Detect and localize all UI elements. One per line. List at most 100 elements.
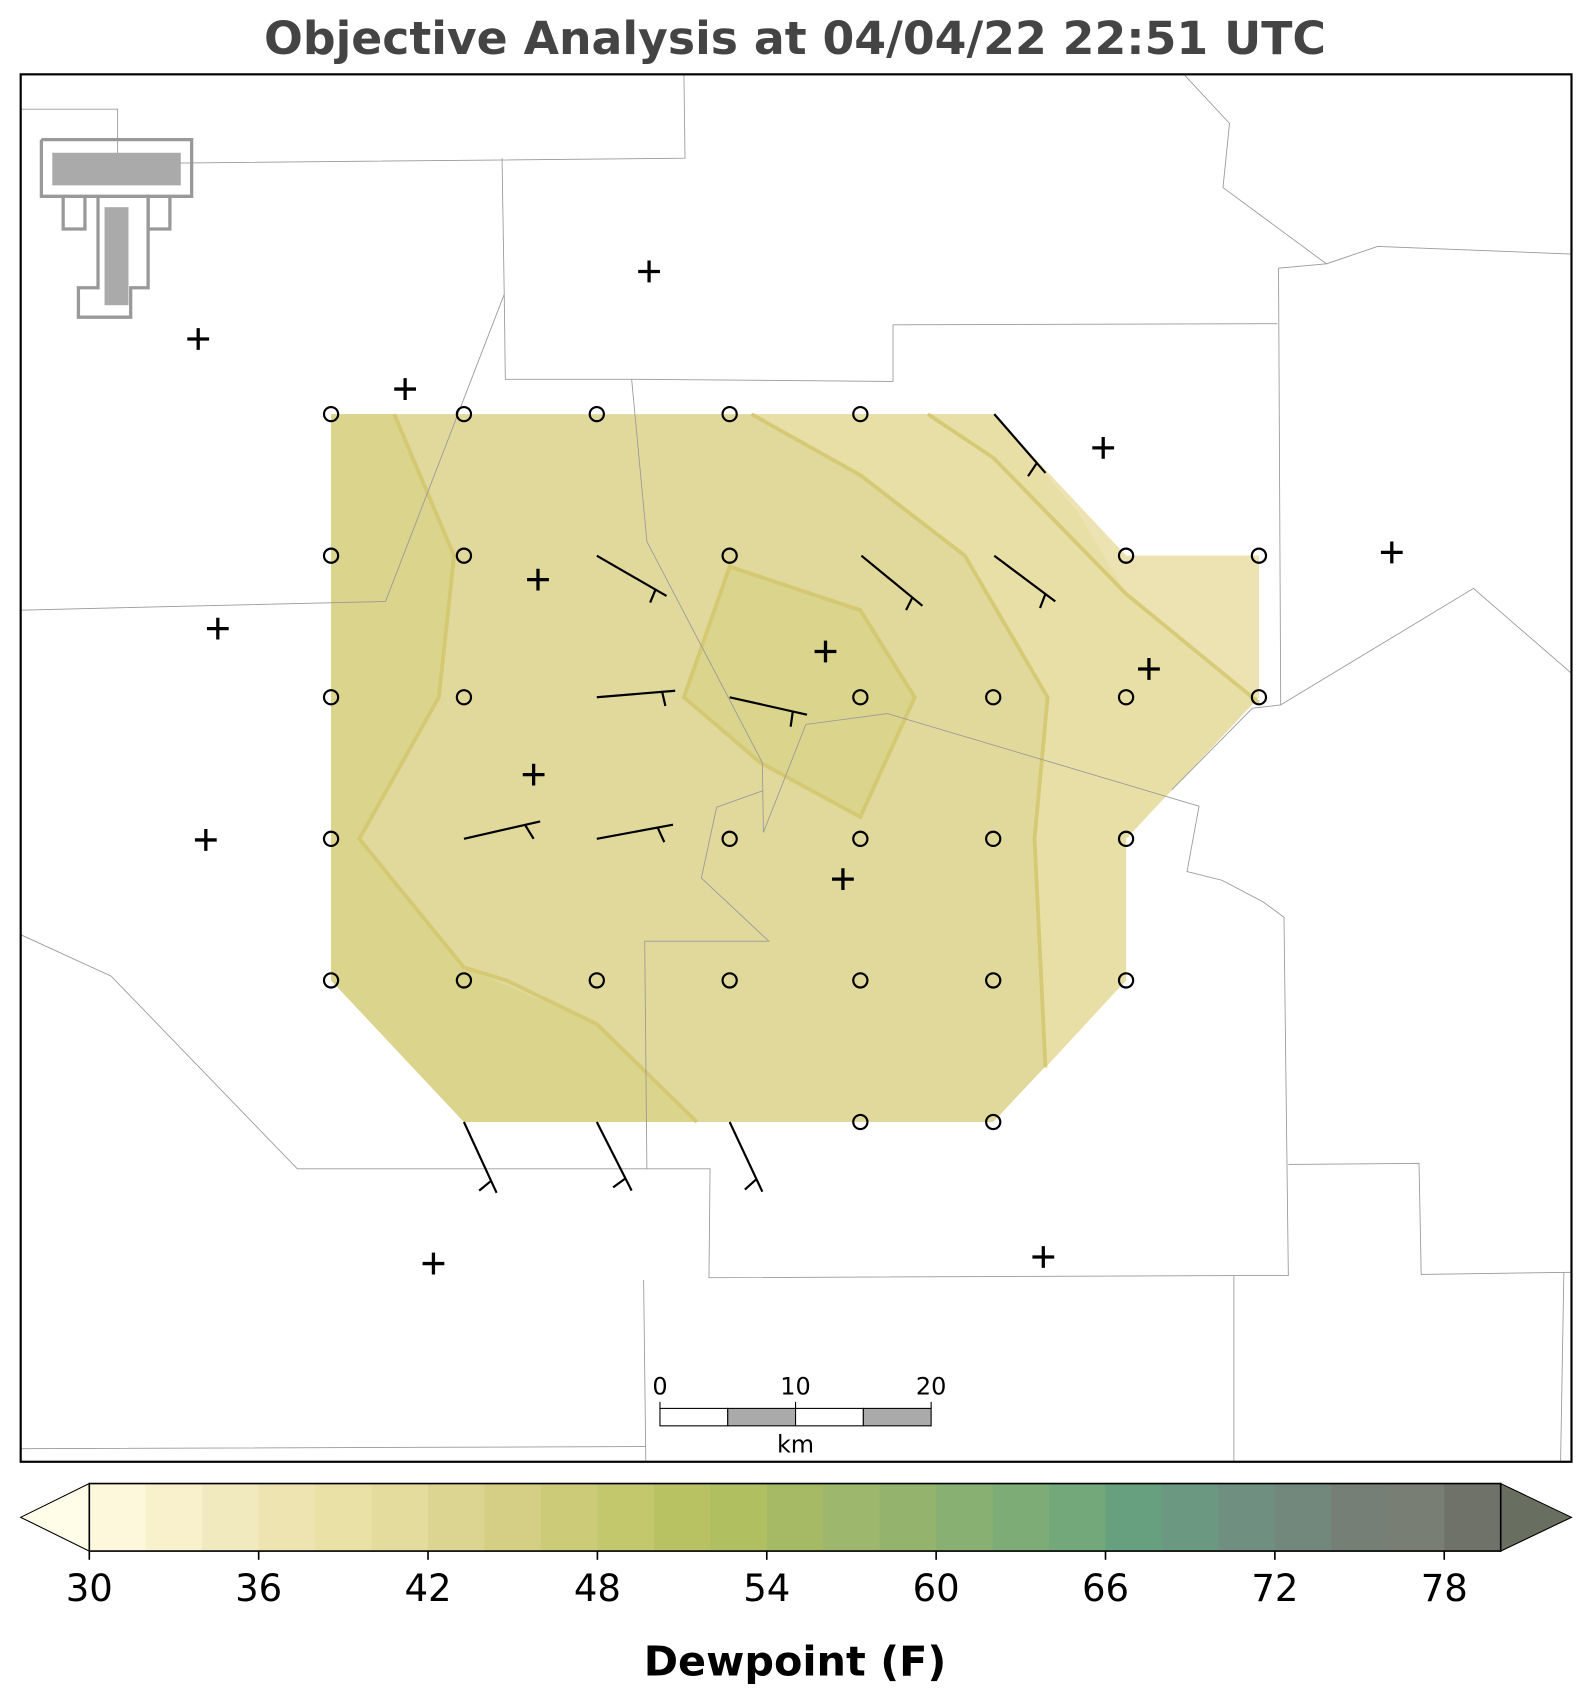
station-plus (194, 829, 217, 851)
wind-barb (596, 689, 676, 707)
colorbar-over (1500, 1482, 1573, 1552)
station-plus (1092, 436, 1115, 459)
wind-barb (463, 820, 541, 840)
colorbar-bin (484, 1483, 542, 1552)
calm-station (1250, 547, 1268, 564)
colorbar-tick-label: 30 (66, 1567, 113, 1610)
analysis-fill (331, 412, 1261, 1124)
calm-station (455, 972, 473, 989)
scale-unit: km (777, 1430, 814, 1458)
station-plus (422, 1252, 445, 1275)
station-plus (527, 568, 549, 591)
calm-station (1250, 689, 1268, 706)
colorbar-bin (540, 1483, 598, 1552)
calm-station (852, 405, 869, 423)
title: Objective Analysis at 04/04/22 22:51 UTC (264, 12, 1326, 65)
wind-barb (729, 696, 808, 727)
station-plus (1138, 658, 1160, 680)
calm-station (588, 972, 605, 989)
scale-segment (795, 1407, 864, 1427)
station-plus (832, 868, 854, 891)
wind-barb (596, 554, 668, 603)
calm-station (455, 547, 473, 564)
calm-station (322, 830, 340, 848)
calm-station (322, 689, 340, 706)
station-plus (394, 378, 417, 400)
colorbar-bin (597, 1483, 655, 1552)
colorbar-bin (1444, 1483, 1502, 1552)
colorbar-bin (1049, 1483, 1107, 1552)
colorbar-bin (371, 1483, 429, 1552)
station-plus (206, 617, 229, 640)
station-plus (814, 640, 837, 663)
wind-barb (728, 1121, 764, 1193)
calm-station (852, 689, 869, 706)
wind-barb (595, 1121, 633, 1192)
station-plus (638, 260, 660, 283)
colorbar-tick-label: 72 (1251, 1567, 1298, 1610)
scale-bar: 0 10 20 km (652, 1373, 946, 1459)
colorbar-bin (823, 1483, 881, 1552)
colorbar-bin (710, 1483, 768, 1552)
colorbar-under (19, 1482, 90, 1552)
colorbar-bin (428, 1483, 486, 1552)
wind-barb (993, 554, 1056, 609)
colorbar-tick-label: 54 (743, 1567, 790, 1610)
colorbar-bin (89, 1483, 147, 1552)
calm-station (721, 972, 738, 989)
scale-segment (727, 1407, 797, 1427)
calm-station (852, 1113, 869, 1131)
calm-station (721, 405, 738, 423)
wind-barb (860, 554, 924, 611)
station-plus (1032, 1246, 1055, 1268)
calm-station (852, 972, 869, 989)
calm-station (1117, 547, 1135, 564)
scale-segment (862, 1407, 932, 1427)
calm-station (985, 830, 1002, 848)
colorbar-label: Dewpoint (F) (644, 1637, 947, 1685)
wind-barb (596, 823, 674, 843)
calm-station (852, 830, 869, 848)
colorbar-bin (653, 1483, 711, 1552)
colorbar-bin (315, 1483, 373, 1552)
colorbar-tick-label: 66 (1082, 1567, 1129, 1610)
calm-station (721, 830, 738, 848)
colorbar-tick-label: 48 (574, 1567, 621, 1610)
stations (187, 260, 1403, 1275)
colorbar-bin (766, 1483, 824, 1552)
station-plus (1380, 541, 1403, 564)
scale-segment (659, 1407, 729, 1427)
calm-station (1117, 830, 1135, 848)
station-plus (187, 328, 210, 350)
station-plus (522, 763, 545, 786)
colorbar-bin (879, 1483, 937, 1552)
calm-station (322, 547, 340, 564)
colorbar-bin (1161, 1483, 1219, 1552)
scale-tick-label: 0 (652, 1373, 667, 1401)
calm-station (721, 547, 738, 564)
calm-station (985, 1113, 1002, 1131)
colorbar-tick-label: 42 (404, 1567, 451, 1610)
calm-station (322, 405, 340, 423)
scale-tick-label: 20 (916, 1373, 946, 1401)
calm-station (455, 405, 473, 423)
colorbar-bin (1387, 1483, 1445, 1552)
logo (39, 138, 194, 319)
colorbar-tick-label: 60 (913, 1567, 960, 1610)
calm-station (985, 972, 1002, 989)
scale-tick-label: 10 (780, 1373, 810, 1401)
colorbar-frame (88, 1482, 1502, 1552)
calm-station (985, 689, 1002, 706)
wind-barb (462, 1121, 498, 1194)
colorbar-bin (1331, 1483, 1389, 1552)
colorbar-bin (936, 1483, 994, 1552)
colorbar-bin (1105, 1483, 1163, 1552)
map-frame (19, 73, 1573, 1463)
colorbar-bin (1274, 1483, 1332, 1552)
colorbar-bin (202, 1483, 260, 1552)
colorbar-tick-label: 78 (1421, 1567, 1468, 1610)
calm-station (1117, 689, 1135, 706)
calm-station (322, 972, 340, 989)
colorbar-bin (145, 1483, 203, 1552)
